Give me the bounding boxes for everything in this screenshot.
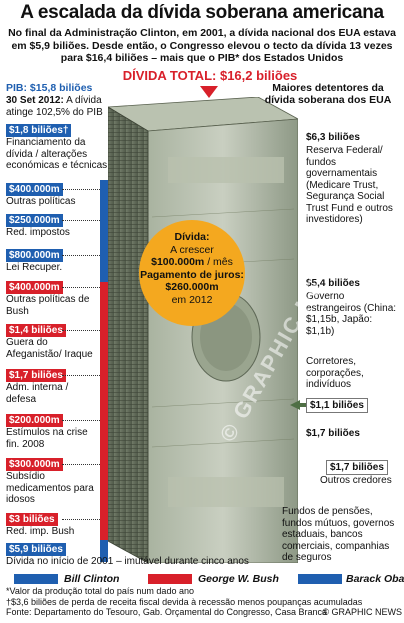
total-label: DÍVIDA TOTAL: bbox=[122, 68, 217, 83]
footnote-1: *Valor da produção total do país num dad… bbox=[6, 586, 194, 596]
footnotes: *Valor da produção total do país num dad… bbox=[6, 586, 402, 618]
bubble-title: Dívida: bbox=[174, 231, 210, 243]
pointer-line bbox=[62, 464, 100, 465]
bubble-interest-value: $260.000m bbox=[165, 281, 219, 293]
holder-text: Outros credores bbox=[320, 475, 392, 486]
item-amount: $800.000m bbox=[6, 249, 63, 262]
pointer-line bbox=[62, 255, 100, 256]
pointer-line bbox=[62, 420, 100, 421]
item-label: Red. imp. Bush bbox=[6, 526, 75, 537]
pib-value: $15,8 biliões bbox=[29, 82, 93, 94]
holder-amount: $6,3 biliões bbox=[306, 132, 360, 143]
legend-swatch-obama bbox=[298, 574, 342, 584]
holder-amount-box: $1,7 biliões bbox=[326, 460, 388, 475]
legend: Bill Clinton George W. Bush Barack Obama bbox=[6, 573, 404, 586]
item-label: Dívida no início de 2001 – imutável dura… bbox=[6, 556, 249, 567]
holders-heading: Maiores detentores da dívida soberana do… bbox=[264, 82, 392, 106]
pib-description: A dívida atinge 102,5% do PIB bbox=[6, 95, 103, 118]
item-label: Adm. interna / defesa bbox=[6, 382, 69, 405]
item-amount: $3 biliões bbox=[6, 513, 58, 526]
pointer-line bbox=[62, 330, 100, 331]
bubble-year: em 2012 bbox=[171, 293, 213, 306]
item-label: Estímulos na crise fin. 2008 bbox=[6, 427, 88, 450]
pib-date: 30 Set 2012: bbox=[6, 95, 64, 106]
item-label: Guera do Afeganistão/ Iraque bbox=[6, 337, 93, 360]
debt-growth-bubble: Dívida: A crescer $100.000m / mês Pagame… bbox=[139, 220, 245, 326]
pointer-line bbox=[62, 220, 100, 221]
pointer-line bbox=[62, 519, 100, 520]
pointer-line bbox=[62, 375, 100, 376]
item-label: Subsídio medicamentos para idosos bbox=[6, 471, 94, 505]
legend-swatch-clinton bbox=[14, 574, 58, 584]
item-amount: $400.000m bbox=[6, 183, 63, 196]
legend-name: Bill Clinton bbox=[64, 573, 120, 585]
holder-amount: $1,7 biliões bbox=[306, 428, 360, 439]
footnote-source: Fonte: Departamento do Tesouro, Gab. Orç… bbox=[6, 607, 328, 617]
pointer-line bbox=[62, 189, 100, 190]
clinton-stripe bbox=[100, 540, 108, 562]
legend-name: George W. Bush bbox=[198, 573, 279, 585]
item-amount: $300.000m bbox=[6, 458, 63, 471]
bubble-monthly: $100.000m bbox=[151, 256, 205, 268]
holder-text: Fundos de pensões, fundos mútuos, govern… bbox=[282, 506, 395, 563]
pib-text: 30 Set 2012: A dívida atinge 102,5% do P… bbox=[6, 95, 124, 118]
item-amount: $400.000m bbox=[6, 281, 63, 294]
holder-text: Governo estrangeiros (China: $1,15b, Jap… bbox=[306, 291, 397, 337]
item-label: Financiamento da dívida / alterações eco… bbox=[6, 137, 108, 171]
pib-label: PIB: bbox=[6, 82, 27, 94]
footnote-2: †$3,6 biliões de perda de receita fiscal… bbox=[6, 596, 363, 607]
legend-swatch-bush bbox=[148, 574, 192, 584]
obama-stripe bbox=[100, 180, 108, 282]
intro-text: No final da Administração Clinton, em 20… bbox=[8, 27, 396, 64]
bubble-interest-label: Pagamento de juros: bbox=[140, 268, 244, 281]
money-stack-illustration bbox=[108, 97, 298, 563]
total-marker-triangle bbox=[200, 86, 218, 98]
total-debt: DÍVIDA TOTAL: $16,2 biliões bbox=[110, 68, 310, 83]
holder-text: Corretores, corporações, indivíduos bbox=[306, 356, 364, 390]
item-amount: $1,4 biliões bbox=[6, 324, 66, 337]
item-label: Red. impostos bbox=[6, 227, 70, 238]
pointer-line bbox=[62, 287, 100, 288]
footnote-credit: © GRAPHIC NEWS bbox=[322, 607, 402, 617]
item-amount: $1,7 biliões bbox=[6, 369, 66, 382]
holder-amount-box: $1,1 biliões bbox=[306, 398, 368, 413]
holder-amount: $5,4 biliões bbox=[306, 278, 360, 289]
item-amount: $5,9 biliões bbox=[6, 543, 66, 556]
page-title: A escalada da dívida soberana americana bbox=[20, 2, 384, 23]
holder-arrow-icon bbox=[290, 400, 306, 410]
item-label: Outras políticas de Bush bbox=[6, 294, 90, 317]
item-label: Outras políticas bbox=[6, 196, 76, 207]
item-label: Lei Recuper. bbox=[6, 262, 63, 273]
pib-heading: PIB: $15,8 biliões bbox=[6, 82, 92, 94]
holder-text: Reserva Federal/ fundos governamentais (… bbox=[306, 145, 393, 225]
legend-name: Barack Obama bbox=[346, 573, 404, 585]
item-amount: $250.000m bbox=[6, 214, 63, 227]
bubble-line1: A crescer bbox=[170, 243, 214, 256]
item-amount: $1,8 biliões† bbox=[6, 124, 72, 137]
bubble-per-month: / mês bbox=[207, 256, 233, 268]
bush-stripe bbox=[100, 282, 108, 540]
item-amount: $200.000m bbox=[6, 414, 63, 427]
total-value: $16,2 biliões bbox=[219, 68, 298, 83]
